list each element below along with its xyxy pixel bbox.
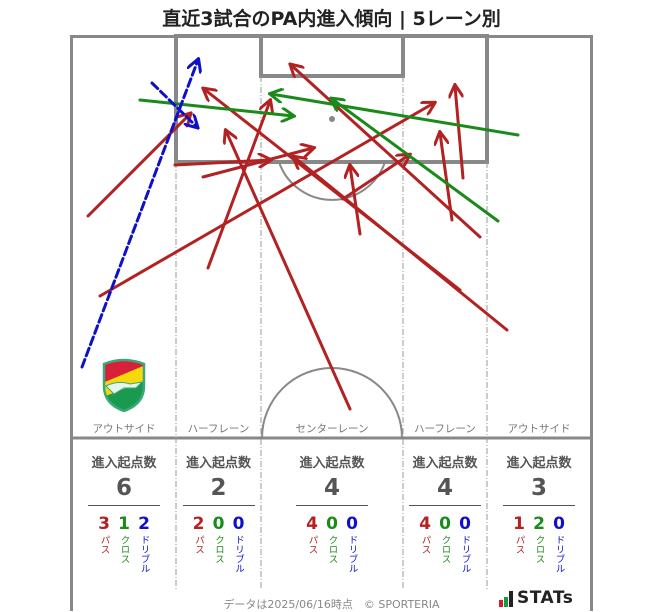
pass-label: パス	[419, 535, 431, 554]
brand-name: STATs	[517, 588, 574, 608]
lane-stats-right-halfspace: 進入起点数 4 4 パス 0 クロス 0 ドリブル	[403, 452, 487, 573]
dribble-count: 0	[346, 514, 358, 534]
stat-total: 4	[323, 475, 340, 501]
stat-header: 進入起点数	[506, 456, 572, 471]
dribble-count: 0	[553, 514, 565, 534]
dribble-count: 2	[138, 514, 150, 534]
stat-divider	[296, 505, 368, 506]
bar-chart-icon	[499, 591, 513, 607]
pass-count: 4	[419, 514, 431, 534]
lane-stats-right-outside: 進入起点数 3 1 パス 2 クロス 0 ドリブル	[487, 452, 591, 573]
cross-arrow	[271, 94, 520, 137]
dribble-arrow	[150, 81, 197, 127]
cross-label: クロス	[326, 535, 338, 564]
dribble-count: 0	[459, 514, 471, 534]
cross-label: クロス	[533, 535, 545, 564]
dribble-label: ドリブル	[553, 535, 565, 573]
pass-label: パス	[98, 535, 110, 554]
pass-count: 2	[192, 514, 205, 534]
dribble-label: ドリブル	[459, 535, 471, 573]
stat-divider	[88, 505, 160, 506]
stat-divider	[503, 505, 575, 506]
stat-total: 3	[530, 475, 547, 501]
stat-header: 進入起点数	[91, 456, 157, 471]
cross-arrow	[332, 99, 500, 223]
lane-label-right-outside: アウトサイド	[507, 423, 571, 435]
stat-total: 4	[436, 475, 453, 501]
dribble-arrow	[80, 60, 198, 369]
pass-arrow	[341, 155, 409, 201]
stat-total: 6	[115, 475, 132, 501]
lane-label-left-halfspace: ハーフレーン	[187, 423, 250, 435]
stats-logo: STATs	[499, 590, 573, 607]
chart-title: 直近3試合のPA内進入傾向 | 5レーン別	[162, 8, 501, 30]
lane-stats-left-outside: 進入起点数 6 3 パス 1 クロス 2 ドリブル	[72, 452, 176, 573]
cross-count: 0	[439, 514, 451, 534]
data-date-footer: データは2025/06/16時点 © SPORTERIA	[223, 598, 440, 611]
stat-header: 進入起点数	[299, 456, 365, 471]
stat-divider	[409, 505, 481, 506]
pass-arrow	[455, 86, 465, 180]
lane-label-right-halfspace: ハーフレーン	[414, 423, 476, 435]
lane-label-left-outside: アウトサイド	[92, 423, 156, 435]
cross-label: クロス	[439, 535, 451, 564]
pass-arrow	[206, 101, 270, 270]
pass-arrow	[204, 89, 462, 292]
cross-count: 2	[533, 514, 545, 534]
jef-united-crest-icon	[102, 358, 146, 412]
stat-header: 進入起点数	[185, 456, 251, 471]
cross-count: 1	[118, 514, 130, 534]
pass-label: パス	[513, 535, 525, 554]
pass-arrow	[291, 65, 482, 239]
pass-arrow	[226, 131, 352, 411]
stat-total: 2	[210, 475, 227, 501]
pass-label: パス	[306, 535, 318, 554]
stat-divider	[182, 505, 255, 506]
pass-arrow	[86, 114, 190, 218]
cross-label: クロス	[118, 535, 130, 564]
pass-arrow	[350, 166, 362, 236]
pass-label: パス	[193, 535, 204, 554]
cross-count: 0	[212, 514, 225, 534]
penalty-spot	[329, 116, 335, 122]
cross-label: クロス	[213, 535, 224, 564]
pass-count: 3	[98, 514, 110, 534]
stat-header: 進入起点数	[412, 456, 478, 471]
dribble-label: ドリブル	[138, 535, 150, 573]
cross-count: 0	[326, 514, 338, 534]
dribble-label: ドリブル	[346, 535, 358, 573]
dribble-count: 0	[232, 514, 245, 534]
pass-arrow	[173, 160, 270, 165]
lane-stats-left-halfspace: 進入起点数 2 2 パス 0 クロス 0 ドリブル	[176, 452, 261, 573]
dribble-label: ドリブル	[233, 535, 244, 573]
lane-label-center: センターレーン	[295, 423, 369, 435]
goal-area	[259, 34, 405, 78]
entry-arrows	[80, 60, 520, 411]
pass-arrow	[440, 133, 454, 222]
pass-arrow	[98, 103, 434, 298]
pass-count: 4	[306, 514, 318, 534]
lane-stats-center: 進入起点数 4 4 パス 0 クロス 0 ドリブル	[261, 452, 403, 573]
cross-arrow	[138, 98, 293, 116]
pass-count: 1	[513, 514, 525, 534]
